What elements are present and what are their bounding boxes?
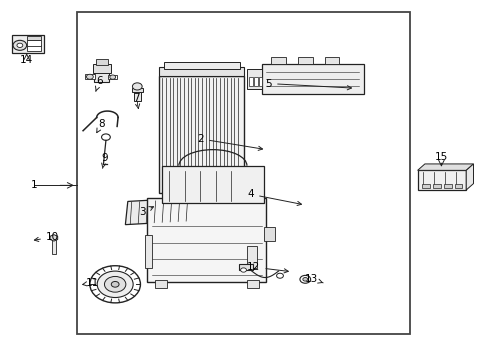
Bar [85, 74, 95, 79]
Circle shape [104, 276, 125, 292]
Circle shape [90, 266, 140, 303]
Text: 3: 3 [139, 207, 153, 217]
Text: 2: 2 [197, 134, 262, 150]
Bar [144, 235, 152, 267]
Bar [246, 246, 256, 267]
Bar [261, 64, 363, 94]
Polygon shape [50, 235, 58, 241]
Text: 13: 13 [304, 274, 323, 284]
Text: 11: 11 [82, 278, 99, 288]
Bar [422, 184, 429, 188]
Bar [264, 227, 275, 241]
Bar [454, 184, 461, 188]
Bar [254, 77, 257, 86]
Text: 8: 8 [97, 119, 104, 132]
Bar [246, 69, 262, 89]
Bar [271, 58, 285, 64]
Circle shape [240, 268, 246, 272]
Bar [159, 67, 244, 76]
Text: 14: 14 [20, 55, 33, 65]
Bar [159, 76, 244, 193]
Bar [27, 36, 41, 40]
Polygon shape [125, 198, 191, 225]
Circle shape [302, 278, 307, 281]
Text: 12: 12 [246, 262, 288, 273]
Circle shape [102, 134, 110, 140]
Bar [443, 184, 451, 188]
Bar [259, 77, 262, 86]
Bar [297, 58, 312, 64]
Text: 1: 1 [31, 180, 38, 190]
Bar [96, 59, 108, 64]
Bar [432, 184, 440, 188]
Bar [52, 238, 56, 254]
Circle shape [97, 271, 133, 297]
Bar [93, 64, 111, 73]
Text: 4: 4 [247, 189, 301, 206]
Bar [246, 280, 259, 288]
Bar [417, 170, 465, 190]
Circle shape [111, 282, 119, 287]
Circle shape [17, 43, 23, 48]
Circle shape [86, 74, 93, 79]
Polygon shape [465, 164, 472, 190]
Bar [77, 12, 409, 334]
Text: 15: 15 [434, 152, 447, 162]
Text: 5: 5 [265, 78, 351, 90]
Bar [133, 91, 141, 102]
Bar [147, 198, 266, 282]
Text: 7: 7 [133, 93, 140, 109]
Bar [108, 75, 117, 79]
Bar [132, 88, 142, 93]
Polygon shape [417, 164, 472, 170]
Bar [154, 280, 166, 288]
Circle shape [299, 275, 310, 283]
Circle shape [110, 75, 116, 79]
Bar [249, 77, 252, 86]
Bar [162, 166, 264, 203]
Bar [324, 58, 339, 64]
Bar [27, 45, 41, 51]
Bar [94, 66, 109, 82]
Circle shape [132, 83, 142, 90]
Bar [12, 35, 43, 53]
Text: 9: 9 [102, 153, 108, 168]
Text: 10: 10 [34, 232, 59, 242]
Circle shape [276, 273, 283, 278]
Bar [164, 62, 239, 68]
Bar [27, 40, 41, 46]
Circle shape [13, 40, 27, 50]
Text: 6: 6 [95, 76, 102, 91]
Bar [238, 264, 253, 270]
